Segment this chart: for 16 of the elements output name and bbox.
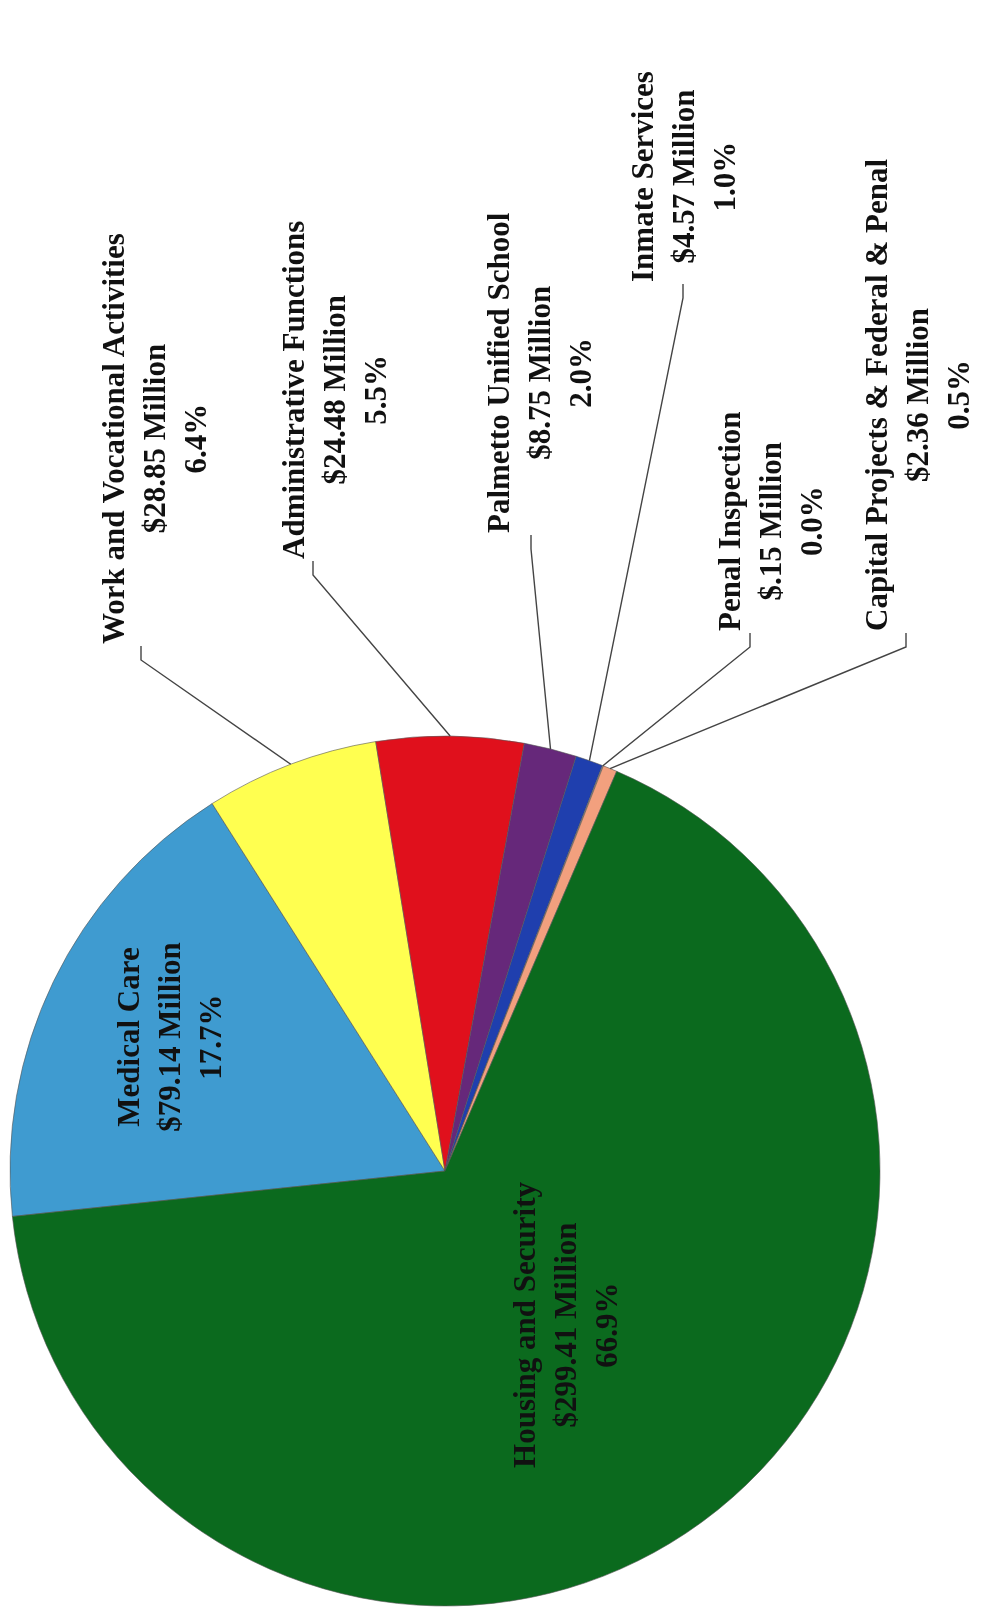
slice-label: Administrative Functions: [276, 220, 311, 559]
data-label: $79.14 Million 17.7%: [152, 942, 228, 1132]
data-label: $24.48 Million 5.5%: [317, 295, 393, 485]
data-label: $.15 Million 0.0%: [753, 441, 829, 601]
slice-label: Inmate Services: [625, 71, 660, 282]
slice-label: Medical Care: [111, 947, 146, 1127]
data-label: $2.36 Million 0.5%: [900, 307, 976, 482]
slice-label: Work and Vocational Activities: [96, 233, 131, 644]
data-label: $8.75 Million 2.0%: [522, 285, 598, 460]
slice-label: Capital Projects & Federal & Penal: [859, 158, 894, 631]
data-label: $28.85 Million 6.4%: [137, 343, 213, 534]
slice-label: Housing and Security: [507, 1181, 542, 1468]
slice-label: Penal Inspection: [712, 411, 747, 631]
slice-label: Palmetto Unified School: [481, 212, 516, 533]
data-label: $4.57 Million 1.0%: [666, 89, 742, 264]
data-label: $299.41 Million 66.9%: [548, 1222, 624, 1428]
